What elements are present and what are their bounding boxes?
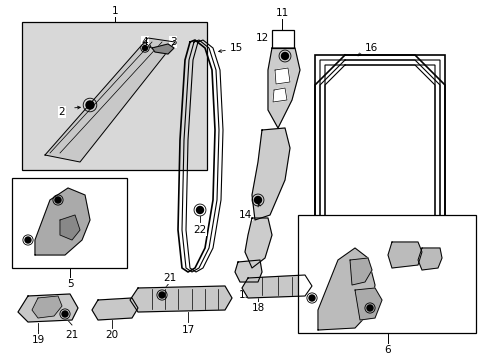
Bar [271,30,293,48]
Polygon shape [242,275,311,298]
Polygon shape [317,248,374,330]
Polygon shape [32,296,62,318]
Bar [12,178,127,268]
Text: 4: 4 [142,37,148,47]
Polygon shape [244,218,271,268]
Circle shape [159,292,164,298]
Polygon shape [92,298,138,320]
Text: 12: 12 [255,33,268,43]
Polygon shape [35,188,90,255]
Bar [22,22,206,170]
Polygon shape [235,260,262,282]
Polygon shape [18,294,78,322]
Text: 7: 7 [298,280,305,290]
Polygon shape [45,38,175,162]
Text: 13: 13 [238,290,251,300]
Circle shape [62,311,68,317]
Text: 22: 22 [193,225,206,235]
Polygon shape [130,286,231,312]
Text: 2: 2 [59,107,65,117]
Polygon shape [354,288,381,320]
Polygon shape [417,248,441,270]
Text: 1: 1 [111,6,118,16]
Circle shape [55,197,61,203]
Text: 18: 18 [251,303,264,313]
Text: 9: 9 [381,307,388,317]
Polygon shape [274,68,289,84]
Circle shape [366,305,372,311]
Bar [297,215,475,333]
Circle shape [86,101,94,109]
Polygon shape [251,128,289,220]
Text: 15: 15 [229,43,243,53]
Text: 5: 5 [66,279,73,289]
Text: 6: 6 [384,345,390,355]
Text: 19: 19 [31,335,44,345]
Polygon shape [272,88,286,102]
Circle shape [142,45,147,50]
Text: 21: 21 [163,273,176,283]
Circle shape [281,53,288,59]
Circle shape [196,207,203,213]
Text: 7: 7 [22,220,29,230]
Circle shape [308,295,314,301]
Circle shape [254,197,261,203]
Text: 17: 17 [181,325,194,335]
Text: 20: 20 [105,330,118,340]
Polygon shape [60,215,80,240]
Text: 10: 10 [399,233,412,243]
Polygon shape [349,258,371,285]
Text: 11: 11 [275,8,288,18]
Text: 3: 3 [169,37,176,47]
Polygon shape [152,44,174,54]
Text: 21: 21 [65,330,79,340]
Text: 16: 16 [364,43,378,53]
Polygon shape [387,242,421,268]
Text: 8: 8 [49,183,55,193]
Circle shape [25,237,31,243]
Polygon shape [267,48,299,128]
Text: 14: 14 [238,210,251,220]
